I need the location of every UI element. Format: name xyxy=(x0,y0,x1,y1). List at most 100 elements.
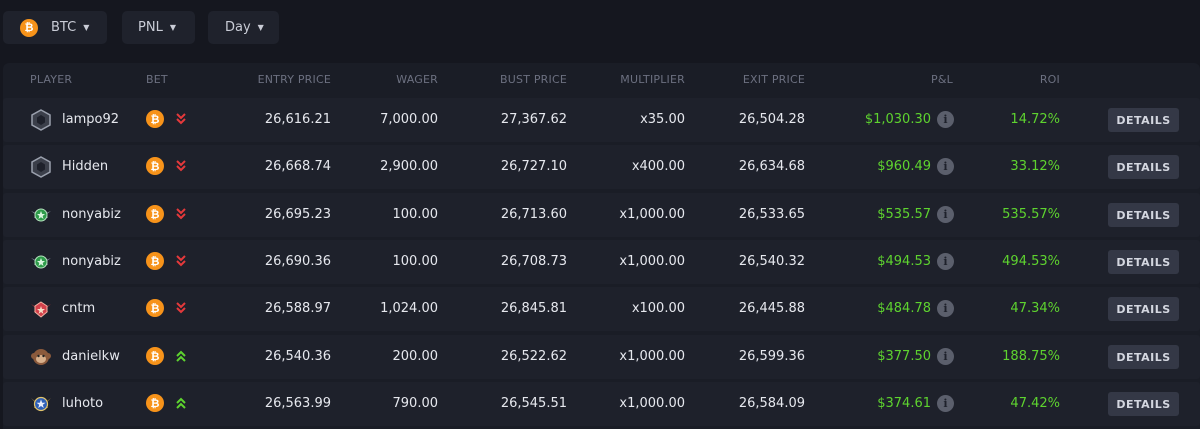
pnl-value: $494.53 xyxy=(877,254,931,269)
info-icon[interactable]: i xyxy=(937,206,954,223)
bust-price: 26,713.60 xyxy=(500,207,567,222)
details-button[interactable]: DETAILS xyxy=(1108,345,1179,369)
header-bust-price: BUST PRICE xyxy=(500,73,567,86)
roi-value: 47.34% xyxy=(1010,301,1060,316)
entry-price: 26,563.99 xyxy=(264,396,331,411)
info-icon[interactable]: i xyxy=(937,253,954,270)
green-winged-badge-icon xyxy=(30,251,52,273)
exit-price: 26,584.09 xyxy=(738,396,805,411)
caret-down-icon: ▼ xyxy=(83,23,90,32)
short-arrows-icon xyxy=(175,253,187,267)
bitcoin-icon: ₿ xyxy=(20,18,38,37)
info-icon[interactable]: i xyxy=(937,300,954,317)
pnl-value: $960.49 xyxy=(877,159,931,174)
details-button[interactable]: DETAILS xyxy=(1108,203,1179,227)
short-arrows-icon xyxy=(175,300,187,314)
exit-price: 26,599.36 xyxy=(738,349,805,364)
bust-price: 26,545.51 xyxy=(500,396,567,411)
multiplier: x35.00 xyxy=(640,112,685,127)
short-arrows-icon xyxy=(175,158,187,172)
roi-value: 535.57% xyxy=(1002,207,1060,222)
wager: 200.00 xyxy=(392,349,439,364)
red-winged-badge-icon xyxy=(30,298,52,320)
exit-price: 26,540.32 xyxy=(738,254,805,269)
caret-down-icon: ▼ xyxy=(169,23,176,32)
multiplier: x1,000.00 xyxy=(619,396,685,411)
table-row: cntm ₿ 26,588.97 1,024.00 26,845.81 x100.00 26… xyxy=(3,287,1200,331)
entry-price: 26,616.21 xyxy=(264,112,331,127)
bust-price: 26,522.62 xyxy=(500,349,567,364)
roi-value: 47.42% xyxy=(1010,396,1060,411)
table-row: luhoto ₿ 26,563.99 790.00 26,545.51 x1,000.00… xyxy=(3,382,1200,426)
wager: 100.00 xyxy=(392,207,439,222)
bust-price: 27,367.62 xyxy=(500,112,567,127)
wager: 100.00 xyxy=(392,254,439,269)
roi-value: 188.75% xyxy=(1002,349,1060,364)
gray-hexagon-badge-icon xyxy=(30,156,52,178)
bitcoin-icon: ₿ xyxy=(146,299,164,317)
info-icon[interactable]: i xyxy=(937,158,954,175)
player-name[interactable]: nonyabiz xyxy=(62,254,121,269)
coin-dropdown-label: BTC xyxy=(51,20,77,35)
player-name[interactable]: Hidden xyxy=(62,159,109,174)
coin-dropdown[interactable]: ₿ BTC ▼ xyxy=(3,11,107,44)
pnl-value: $377.50 xyxy=(877,349,931,364)
bitcoin-icon: ₿ xyxy=(146,252,164,270)
table-header: PLAYER BET ENTRY PRICE WAGER BUST PRICE … xyxy=(3,63,1200,96)
pnl-value: $535.57 xyxy=(877,207,931,222)
brown-monkey-badge-icon xyxy=(30,346,52,368)
table-row: danielkw ₿ 26,540.36 200.00 26,522.62 x1,000.… xyxy=(3,335,1200,379)
roi-value: 14.72% xyxy=(1010,112,1060,127)
gray-hexagon-badge-icon xyxy=(30,109,52,131)
player-name[interactable]: lampo92 xyxy=(62,112,119,127)
bust-price: 26,708.73 xyxy=(500,254,567,269)
exit-price: 26,504.28 xyxy=(738,112,805,127)
player-name[interactable]: cntm xyxy=(62,301,96,316)
header-entry-price: ENTRY PRICE xyxy=(257,73,331,86)
roi-value: 494.53% xyxy=(1002,254,1060,269)
pnl-value: $374.61 xyxy=(877,396,931,411)
info-icon[interactable]: i xyxy=(937,348,954,365)
blue-winged-badge-icon xyxy=(30,393,52,415)
pnl-value: $1,030.30 xyxy=(864,112,931,127)
pnl-value: $484.78 xyxy=(877,301,931,316)
bust-price: 26,727.10 xyxy=(500,159,567,174)
details-button[interactable]: DETAILS xyxy=(1108,297,1179,321)
roi-value: 33.12% xyxy=(1010,159,1060,174)
bitcoin-icon: ₿ xyxy=(146,394,164,412)
bitcoin-icon: ₿ xyxy=(146,157,164,175)
details-button[interactable]: DETAILS xyxy=(1108,108,1179,132)
long-arrows-icon xyxy=(175,348,187,362)
leaderboard-table: PLAYER BET ENTRY PRICE WAGER BUST PRICE … xyxy=(3,63,1200,429)
player-name[interactable]: nonyabiz xyxy=(62,207,121,222)
wager: 2,900.00 xyxy=(380,159,438,174)
table-row: Hidden ₿ 26,668.74 2,900.00 26,727.10 x400.00… xyxy=(3,145,1200,189)
short-arrows-icon xyxy=(175,206,187,220)
details-button[interactable]: DETAILS xyxy=(1108,392,1179,416)
table-row: nonyabiz ₿ 26,690.36 100.00 26,708.73 x1,000.… xyxy=(3,240,1200,284)
entry-price: 26,540.36 xyxy=(264,349,331,364)
info-icon[interactable]: i xyxy=(937,111,954,128)
info-icon[interactable]: i xyxy=(937,395,954,412)
metric-dropdown-label: PNL xyxy=(138,20,163,35)
header-pnl: P&L xyxy=(931,73,953,86)
entry-price: 26,695.23 xyxy=(264,207,331,222)
details-button[interactable]: DETAILS xyxy=(1108,250,1179,274)
green-winged-badge-icon xyxy=(30,204,52,226)
header-bet: BET xyxy=(146,73,168,86)
details-button[interactable]: DETAILS xyxy=(1108,155,1179,179)
player-name[interactable]: danielkw xyxy=(62,349,120,364)
exit-price: 26,634.68 xyxy=(738,159,805,174)
player-name[interactable]: luhoto xyxy=(62,396,104,411)
exit-price: 26,533.65 xyxy=(738,207,805,222)
long-arrows-icon xyxy=(175,395,187,409)
header-wager: WAGER xyxy=(396,73,438,86)
short-arrows-icon xyxy=(175,111,187,125)
caret-down-icon: ▼ xyxy=(257,23,264,32)
metric-dropdown[interactable]: PNL ▼ xyxy=(122,11,195,44)
period-dropdown-label: Day xyxy=(225,20,251,35)
period-dropdown[interactable]: Day ▼ xyxy=(208,11,279,44)
bust-price: 26,845.81 xyxy=(500,301,567,316)
header-exit-price: EXIT PRICE xyxy=(742,73,805,86)
multiplier: x1,000.00 xyxy=(619,207,685,222)
